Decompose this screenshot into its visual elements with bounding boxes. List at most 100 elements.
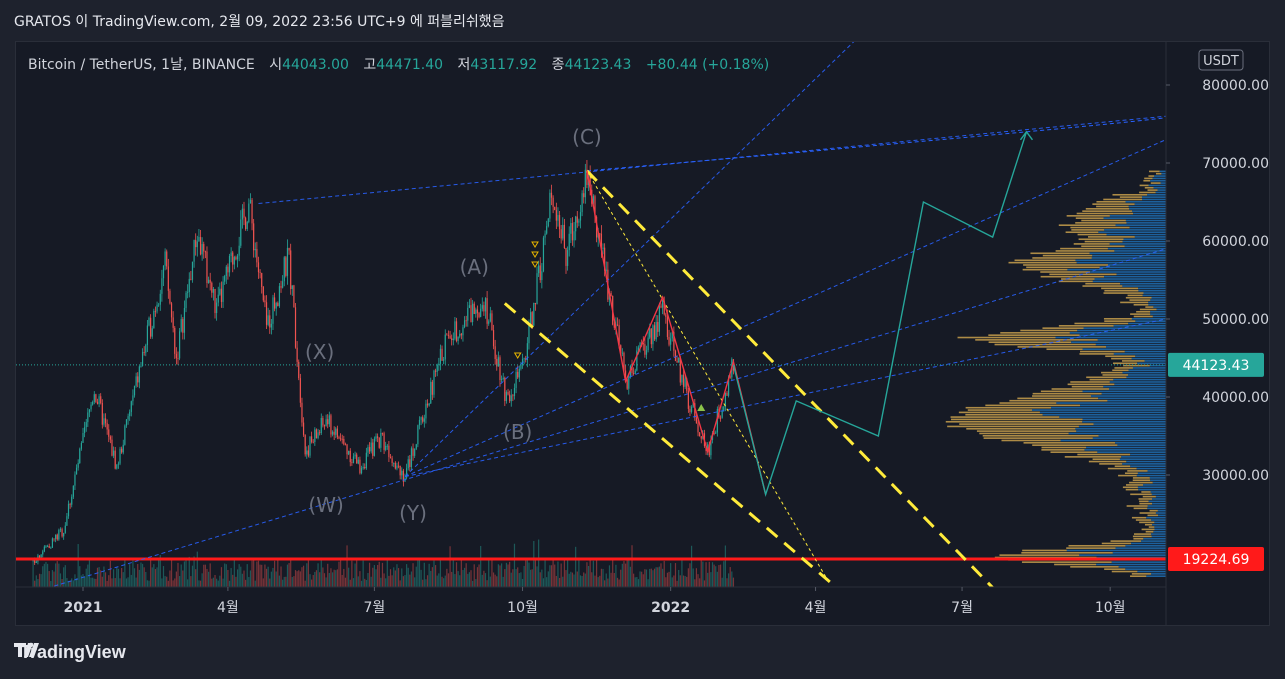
volume-bar: [499, 565, 501, 587]
volume-bar: [117, 568, 120, 587]
candle-body: [454, 321, 456, 339]
volume-profile-bar-sell: [1064, 456, 1122, 458]
symbol-label[interactable]: Bitcoin / TetherUS, 1날, BINANCE: [28, 57, 255, 73]
volume-bar: [135, 577, 137, 587]
candle-body: [211, 282, 213, 293]
volume-profile-bar-buy: [1161, 172, 1166, 175]
candle-body: [228, 256, 231, 273]
volume-profile-bar-buy: [1115, 442, 1166, 444]
candle-body: [391, 458, 393, 463]
volume-bar: [301, 567, 303, 587]
volume-bar: [100, 570, 102, 587]
volume-profile-bar-sell: [1141, 491, 1151, 493]
tradingview-brand[interactable]: TradingView: [20, 642, 126, 662]
candle-body: [198, 237, 200, 242]
volume-bar: [45, 561, 47, 587]
volume-bar: [69, 580, 71, 587]
volume-bar: [243, 570, 245, 587]
volume-profile-bar-buy: [1132, 210, 1166, 212]
candle-body: [48, 546, 50, 548]
volume-bar: [325, 577, 327, 587]
volume-bar: [90, 577, 92, 587]
candle-body: [262, 286, 264, 301]
price-chart[interactable]: (W) (X) (Y) (A) (B) (C) 2021 4월 7월 10월 2022 4월 7월 10월…: [16, 42, 1270, 626]
candle-body: [600, 233, 603, 249]
volume-profile-bar-buy: [1131, 357, 1166, 360]
candle-body: [50, 547, 52, 549]
volume-profile-bar-sell: [1147, 514, 1159, 517]
candle-body: [618, 325, 620, 346]
volume-profile-bar-sell: [1133, 537, 1144, 540]
volume-bar: [166, 576, 168, 587]
candle-body: [254, 249, 256, 251]
candle-body: [452, 338, 454, 341]
volume-profile-bar-buy: [1123, 238, 1166, 241]
volume-profile-bar-buy: [1152, 177, 1166, 180]
volume-bar: [141, 563, 144, 587]
candle-body: [185, 292, 187, 308]
volume-bar: [246, 564, 248, 587]
candle-body: [620, 345, 622, 353]
volume-bar: [541, 569, 543, 587]
volume-bar: [618, 579, 620, 587]
volume-bar: [534, 560, 537, 587]
candle-body: [84, 427, 86, 433]
candle-body: [539, 265, 541, 281]
candle-body: [80, 442, 82, 449]
volume-bar: [96, 567, 99, 587]
volume-bar: [365, 579, 367, 587]
volume-bar: [207, 571, 210, 587]
candle-body: [433, 370, 435, 395]
candle-body: [112, 450, 115, 456]
volume-bar: [137, 564, 139, 587]
volume-profile-bar-sell: [965, 413, 1043, 416]
volume-profile-bar-sell: [1081, 219, 1126, 222]
chart-panel[interactable]: (W) (X) (Y) (A) (B) (C) 2021 4월 7월 10월 2022 4월 7월 10월…: [15, 41, 1270, 626]
candle-body: [644, 344, 646, 355]
volume-profile-bar-buy: [1151, 493, 1166, 496]
volume-bar: [212, 577, 215, 587]
y-tick-label: 50000.00: [1202, 312, 1269, 328]
volume-profile-bar-sell: [1139, 500, 1149, 503]
volume-bar: [288, 563, 290, 587]
volume-bar: [261, 564, 263, 587]
volume-bar: [415, 566, 417, 587]
volume-profile-bar-sell: [1055, 250, 1115, 252]
candle-body: [708, 444, 710, 456]
candle-body: [53, 538, 55, 540]
volume-bar: [193, 556, 195, 587]
candle-body: [418, 419, 421, 426]
volume-bar: [145, 571, 147, 587]
volume-profile-bar-sell: [983, 437, 1093, 439]
volume-bar: [637, 579, 640, 587]
candle-body: [449, 335, 451, 339]
currency-badge[interactable]: [1198, 49, 1244, 71]
volume-bar: [42, 566, 44, 587]
candle-body: [43, 546, 45, 552]
volume-bar: [386, 559, 388, 587]
candle-body: [623, 352, 625, 371]
volume-profile-bar-sell: [966, 427, 1076, 430]
candle-body: [488, 321, 490, 324]
volume-bar: [270, 571, 272, 587]
candle-body: [407, 459, 409, 469]
candle-body: [209, 279, 211, 283]
volume-profile-bar-buy: [1128, 369, 1166, 372]
volume-bar: [104, 572, 107, 587]
volume-profile-bar-sell: [1058, 224, 1116, 226]
y-tick-label: 30000.00: [1202, 468, 1269, 484]
volume-profile-bar-buy: [1138, 488, 1166, 491]
volume-bar: [216, 578, 218, 587]
volume-profile-bar-buy: [1109, 388, 1166, 390]
y-tick-label: 80000.00: [1202, 78, 1269, 94]
candle-body: [496, 358, 498, 367]
candle-body: [642, 343, 644, 345]
candle-body: [344, 444, 347, 446]
volume-bar: [232, 574, 234, 587]
volume-bar: [389, 569, 392, 587]
volume-bar: [280, 566, 282, 587]
candle-body: [85, 422, 87, 428]
volume-bar: [111, 578, 113, 587]
volume-bar: [433, 560, 435, 587]
volume-profile-bar-buy: [1082, 390, 1166, 393]
